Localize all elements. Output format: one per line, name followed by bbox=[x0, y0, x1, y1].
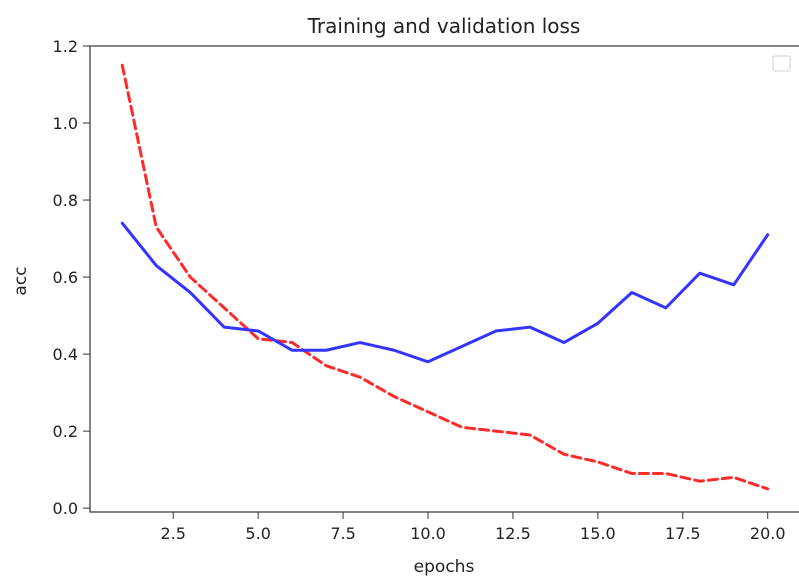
x-tick-label: 20.0 bbox=[750, 524, 786, 543]
x-tick-label: 5.0 bbox=[245, 524, 270, 543]
x-tick-label: 7.5 bbox=[330, 524, 355, 543]
legend-layer bbox=[772, 55, 791, 72]
series-layer bbox=[120, 63, 770, 491]
y-tick-label: 1.0 bbox=[53, 114, 78, 133]
y-tick-label: 0.2 bbox=[53, 422, 78, 441]
plot-area-frame bbox=[89, 45, 799, 513]
x-tick-label: 2.5 bbox=[161, 524, 186, 543]
x-tick-label: 17.5 bbox=[665, 524, 701, 543]
x-tick-label: 15.0 bbox=[580, 524, 616, 543]
x-axis-label: epochs bbox=[414, 557, 475, 577]
x-tick-label: 10.0 bbox=[410, 524, 446, 543]
y-tick-label: 0.8 bbox=[53, 191, 78, 210]
y-tick-label: 1.2 bbox=[53, 37, 78, 56]
chart-title: Training and validation loss bbox=[307, 14, 581, 38]
y-tick-label: 0.6 bbox=[53, 268, 78, 287]
y-tick-label: 0.0 bbox=[53, 499, 78, 518]
solid-loss-line bbox=[120, 221, 770, 364]
x-tick-label: 12.5 bbox=[495, 524, 531, 543]
dashed-loss-line bbox=[120, 63, 770, 491]
y-tick-label: 0.4 bbox=[53, 345, 78, 364]
y-axis-label: acc bbox=[11, 266, 31, 295]
axes-layer: 0.0 0.2 0.4 0.6 0.8 1.0 1.2 2.5 5.0 7.5 10.0 12.5 15… bbox=[53, 37, 799, 543]
empty-legend-box bbox=[772, 55, 791, 72]
